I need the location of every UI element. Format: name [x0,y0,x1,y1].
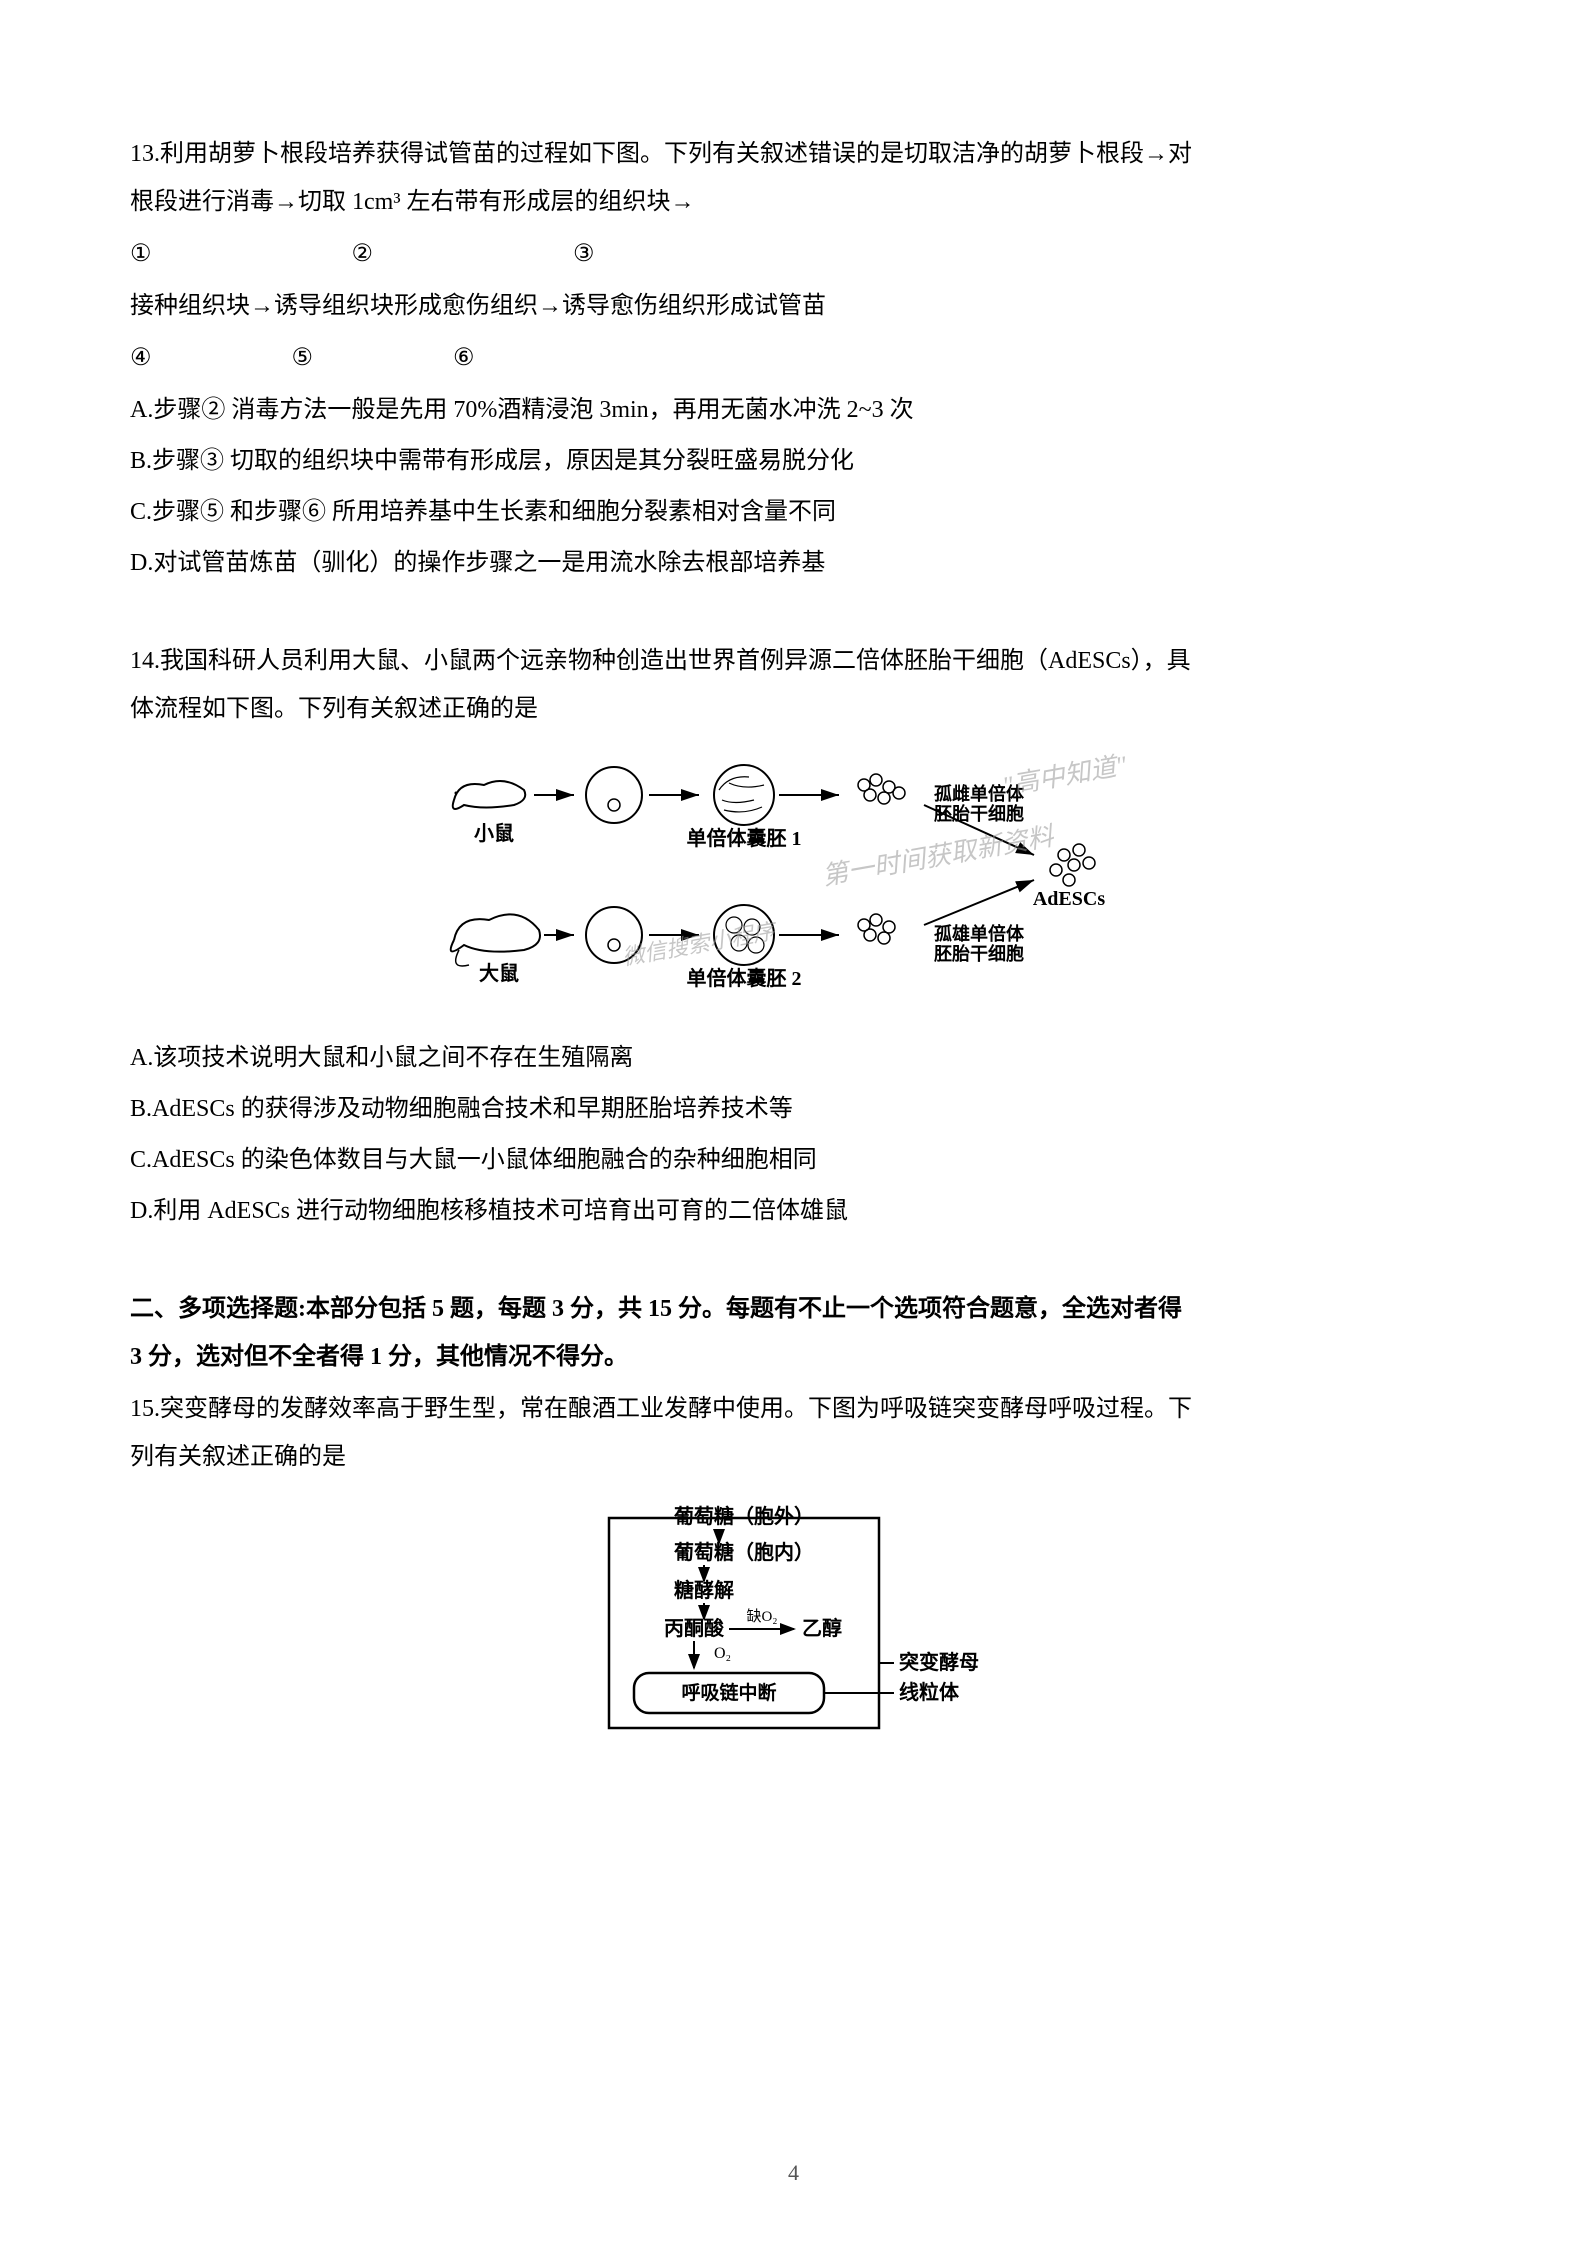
q14-option-a: A.该项技术说明大鼠和小鼠之间不存在生殖隔离 [130,1034,1457,1082]
q14-stem-2: 体流程如下图。下列有关叙述正确的是 [130,685,1457,733]
adescs-label: AdESCs [1032,888,1104,910]
blastocyst2-label: 单倍体囊胚 2 [686,966,801,990]
egg-icon [586,767,642,823]
blastocyst1-icon [714,765,774,825]
question-13: 13.利用胡萝卜根段培养获得试管苗的过程如下图。下列有关叙述错误的是切取洁净的胡… [130,130,1457,587]
section2-line1: 二、多项选择题:本部分包括 5 题，每题 3 分，共 15 分。每题有不止一个选… [130,1285,1457,1333]
q13-stem-1: 13.利用胡萝卜根段培养获得试管苗的过程如下图。下列有关叙述错误的是切取洁净的胡… [130,130,1457,178]
rat-icon [450,914,539,966]
cells-cluster-top [858,774,905,804]
q14-option-c: C.AdESCs 的染色体数目与大鼠一小鼠体细胞融合的杂种细胞相同 [130,1136,1457,1184]
q14-option-d: D.利用 AdESCs 进行动物细胞核移植技术可培育出可育的二倍体雄鼠 [130,1187,1457,1235]
label-6: ⑥ [453,334,475,382]
label-5: ⑤ [292,334,314,382]
glucose-out-label: 葡萄糖（胞外） [673,1504,814,1528]
q15-stem-1: 15.突变酵母的发酵效率高于野生型，常在酿酒工业发酵中使用。下图为呼吸链突变酵母… [130,1385,1457,1433]
q14-stem-1: 14.我国科研人员利用大鼠、小鼠两个远亲物种创造出世界首例异源二倍体胚胎干细胞（… [130,637,1457,685]
pyruvate-label: 丙酮酸 [664,1616,725,1640]
rat-label: 大鼠 [479,962,519,985]
q13-option-c: C.步骤⑤ 和步骤⑥ 所用培养基中生长素和细胞分裂素相对含量不同 [130,488,1457,536]
adescs-cluster [1050,844,1095,886]
q15-diagram: 葡萄糖（胞外） 葡萄糖（胞内） 糖酵解 丙酮酸 缺O₂ 乙醇 O₂ 呼吸链中断 … [130,1493,1457,1760]
glucose-in-label: 葡萄糖（胞内） [673,1540,814,1564]
q13-option-b: B.步骤③ 切取的组织块中需带有形成层，原因是其分裂旺盛易脱分化 [130,437,1457,485]
cells-cluster-bottom [858,914,895,944]
watermark-3: "高中知道" [1000,750,1129,800]
label-2: ② [352,230,374,278]
malecells-label: 孤雄单倍体胚胎干细胞 [933,923,1025,964]
label-4: ④ [130,334,152,382]
q14-option-b: B.AdESCs 的获得涉及动物细胞融合技术和早期胚胎培养技术等 [130,1085,1457,1133]
lack-o2-label: 缺O₂ [746,1608,777,1625]
question-14: 14.我国科研人员利用大鼠、小鼠两个远亲物种创造出世界首例异源二倍体胚胎干细胞（… [130,637,1457,1235]
section-2-header: 二、多项选择题:本部分包括 5 题，每题 3 分，共 15 分。每题有不止一个选… [130,1285,1457,1760]
q13-labels-row1: ① ② ③ [130,230,1457,278]
section2-line2: 3 分，选对但不全者得 1 分，其他情况不得分。 [130,1333,1457,1381]
mitochondria-label: 线粒体 [899,1680,960,1704]
label-1: ① [130,230,152,278]
mutant-yeast-label: 突变酵母 [899,1650,979,1674]
q14-diagram: 小鼠 单倍体囊胚 1 孤雌单倍体胚胎干细胞 [130,745,1457,1022]
q13-flow: 接种组织块→诱导组织块形成愈伤组织→诱导愈伤组织形成试管苗 [130,282,1457,330]
chain-broken-label: 呼吸链中断 [681,1681,776,1704]
glycolysis-label: 糖酵解 [674,1578,734,1602]
blastocyst1-label: 单倍体囊胚 1 [686,826,801,850]
q13-option-a: A.步骤② 消毒方法一般是先用 70%酒精浸泡 3min，再用无菌水冲洗 2~3… [130,386,1457,434]
q15-stem-2: 列有关叙述正确的是 [130,1433,1457,1481]
watermark-1: 第一时间获取新资料 [820,821,1057,891]
q13-option-d: D.对试管苗炼苗（驯化）的操作步骤之一是用流水除去根部培养基 [130,539,1457,587]
o2-label: O₂ [714,1645,731,1662]
ethanol-label: 乙醇 [802,1616,842,1640]
label-3: ③ [573,230,595,278]
q13-stem-2: 根段进行消毒→切取 1cm³ 左右带有形成层的组织块→ [130,178,1457,226]
mouse-label: 小鼠 [474,822,514,845]
q13-labels-row2: ④ ⑤ ⑥ [130,334,1457,382]
page-number: 4 [788,2151,799,2195]
mouse-icon [452,781,525,809]
